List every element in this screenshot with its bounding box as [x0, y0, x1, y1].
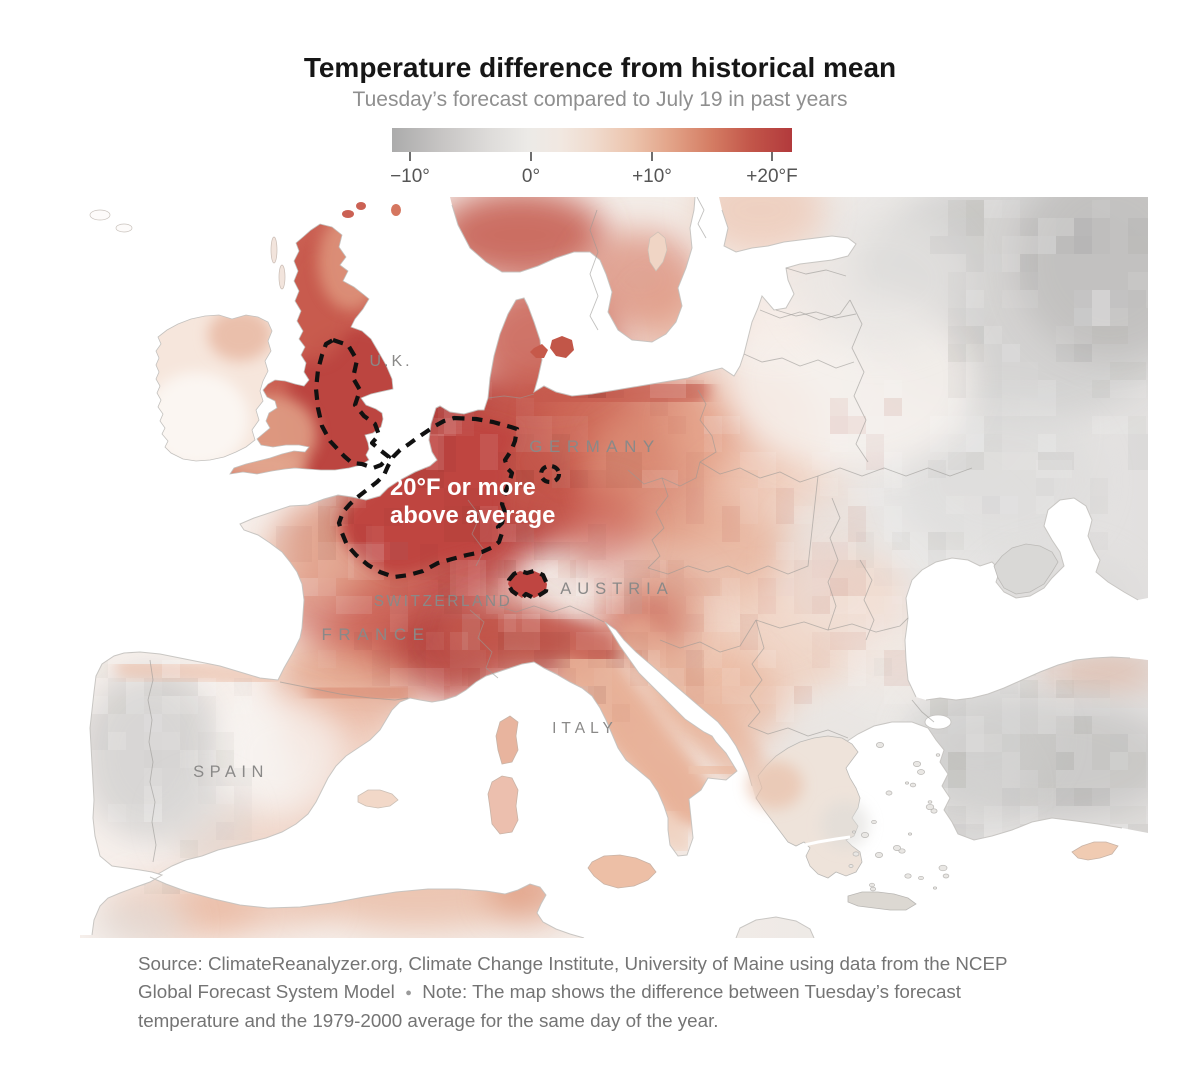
svg-text:20°F or more: 20°F or more [390, 474, 536, 501]
svg-text:GERMANY: GERMANY [529, 437, 660, 456]
svg-text:above average: above average [390, 502, 555, 529]
svg-text:ITALY: ITALY [552, 720, 618, 737]
svg-text:AUSTRIA: AUSTRIA [560, 580, 674, 598]
svg-text:FRANCE: FRANCE [322, 625, 431, 644]
svg-text:U.K.: U.K. [369, 353, 412, 370]
svg-text:SPAIN: SPAIN [193, 763, 269, 781]
svg-text:SWITZERLAND: SWITZERLAND [374, 593, 513, 610]
